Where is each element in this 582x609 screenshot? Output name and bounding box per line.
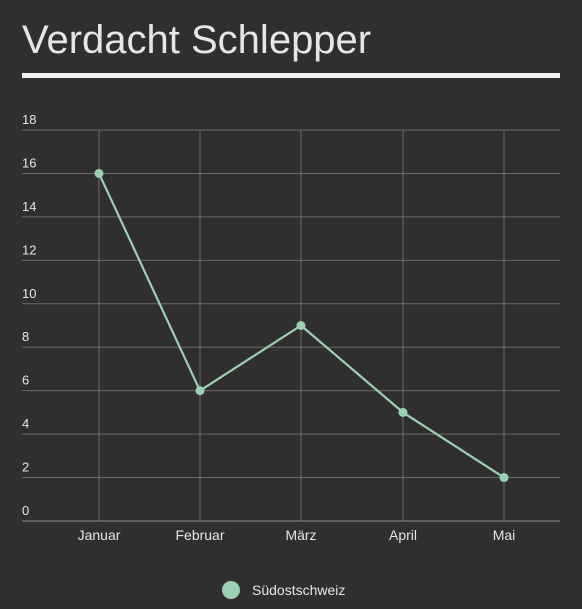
grid-lines [22,129,560,522]
data-point [296,321,306,330]
y-tick-label: 14 [22,199,36,214]
data-point [499,473,509,483]
x-tick-label: April [389,527,417,543]
legend-label: Südostschweiz [252,582,346,598]
legend[interactable]: Südostschweiz [222,580,345,600]
legend-swatch-icon [222,581,240,599]
y-tick-label: 4 [22,416,29,431]
y-tick-label: 2 [22,460,29,475]
y-tick-label: 16 [22,155,36,170]
y-tick-label: 18 [22,112,36,127]
title-underline [22,73,560,78]
y-tick-label: 0 [22,503,29,518]
y-tick-label: 10 [22,286,36,301]
x-tick-label: Mai [493,527,516,543]
y-tick-label: 12 [22,242,36,257]
data-point [94,168,104,178]
x-tick-label: Januar [78,527,121,543]
x-tick-label: Februar [175,527,224,543]
axis-labels: 0 2 4 6 8 10 12 14 16 18 Januar Februar März April Mai [22,112,515,543]
data-point [398,407,408,417]
data-point [195,386,205,396]
series-layer [94,168,509,483]
x-tick-label: März [285,527,316,543]
y-tick-label: 6 [22,373,29,388]
chart-title: Verdacht Schlepper [22,18,372,62]
y-tick-label: 8 [22,329,29,344]
